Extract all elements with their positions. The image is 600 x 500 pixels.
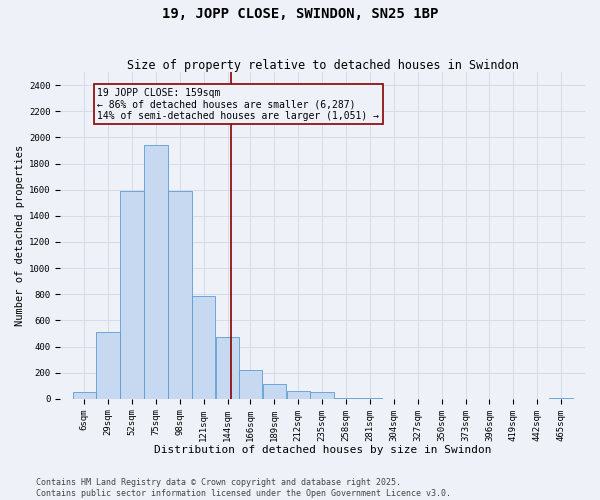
- Bar: [310, 392, 334, 399]
- Title: Size of property relative to detached houses in Swindon: Size of property relative to detached ho…: [127, 59, 518, 72]
- Bar: [263, 384, 286, 399]
- Bar: [121, 191, 144, 399]
- Bar: [144, 145, 167, 399]
- Text: Contains HM Land Registry data © Crown copyright and database right 2025.
Contai: Contains HM Land Registry data © Crown c…: [36, 478, 451, 498]
- Text: 19, JOPP CLOSE, SWINDON, SN25 1BP: 19, JOPP CLOSE, SWINDON, SN25 1BP: [162, 8, 438, 22]
- Bar: [97, 332, 120, 399]
- Bar: [73, 392, 96, 399]
- Bar: [168, 191, 191, 399]
- Bar: [550, 398, 573, 399]
- Bar: [216, 338, 239, 399]
- Bar: [239, 370, 262, 399]
- X-axis label: Distribution of detached houses by size in Swindon: Distribution of detached houses by size …: [154, 445, 491, 455]
- Text: 19 JOPP CLOSE: 159sqm
← 86% of detached houses are smaller (6,287)
14% of semi-d: 19 JOPP CLOSE: 159sqm ← 86% of detached …: [97, 88, 379, 121]
- Bar: [358, 398, 382, 399]
- Bar: [192, 296, 215, 399]
- Bar: [287, 391, 310, 399]
- Bar: [334, 398, 358, 399]
- Y-axis label: Number of detached properties: Number of detached properties: [15, 145, 25, 326]
